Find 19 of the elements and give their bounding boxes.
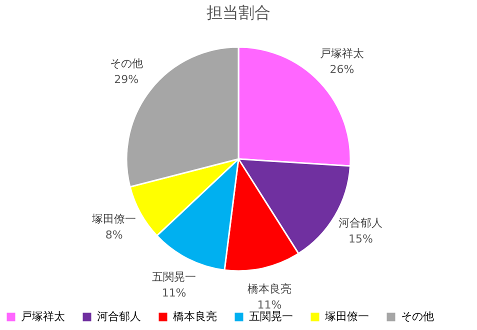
legend-label: その他 [401, 310, 434, 323]
data-label: 11% [162, 286, 186, 300]
data-label: 29% [114, 72, 139, 86]
data-label: 11% [257, 298, 282, 312]
slice-label: その他 [110, 56, 143, 70]
slice-label: 五関晃一 [152, 270, 196, 284]
slice-label: 塚田僚一 [91, 212, 136, 226]
data-label: 8% [105, 228, 123, 242]
data-label: 15% [348, 232, 373, 246]
slice-label: 橋本良亮 [247, 282, 292, 296]
legend-label: 塚田僚一 [324, 310, 369, 323]
legend-label: 橋本良亮 [173, 310, 217, 323]
slice-label: 戸塚祥太 [320, 46, 364, 60]
legend-label: 五関晃一 [249, 310, 293, 323]
data-label: 26% [330, 62, 354, 76]
legend-label: 戸塚祥太 [21, 310, 65, 323]
slice-label: 河合郁人 [338, 216, 383, 230]
legend-label: 河合郁人 [97, 310, 141, 323]
chart-title: 担当割合 [206, 3, 270, 22]
